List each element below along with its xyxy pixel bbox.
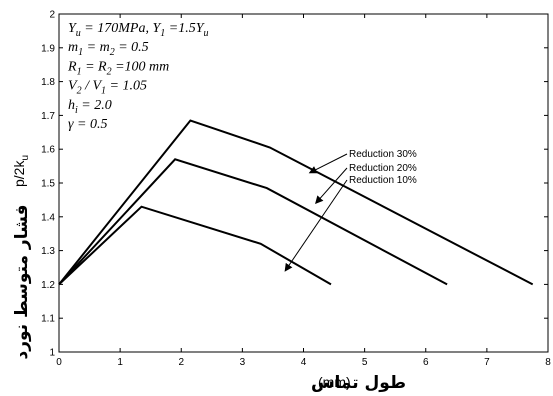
legend-arrow-1 bbox=[308, 153, 348, 174]
x-tick-label: 3 bbox=[240, 357, 246, 368]
y-tick-label: 1 bbox=[49, 348, 55, 359]
series-lines bbox=[58, 119, 534, 286]
parameter-line-5: hi = 2.0 bbox=[68, 98, 112, 116]
y-axis-ticks: 1 1.1 1.2 1.3 1.4 1.5 1.6 1.7 1.8 1.9 2 bbox=[41, 10, 548, 359]
x-axis-unit: (mm) bbox=[318, 374, 351, 390]
x-tick-label: 2 bbox=[178, 357, 184, 368]
x-axis-ticks: 0 1 2 3 4 5 6 7 8 bbox=[56, 14, 551, 368]
parameter-line-2: m1 = m2 = 0.5 bbox=[68, 40, 149, 58]
y-tick-label: 1.6 bbox=[41, 145, 55, 156]
legend: Reduction 30% Reduction 20%Reduction 10% bbox=[284, 149, 417, 272]
legend-label-1: Reduction 30% bbox=[349, 149, 417, 160]
legend-arrow-3 bbox=[284, 179, 348, 272]
y-tick-label: 1.4 bbox=[41, 212, 55, 223]
y-tick-label: 2 bbox=[49, 10, 55, 21]
series-line-2 bbox=[58, 158, 448, 286]
y-axis-label: فشار متوسط نورد bbox=[12, 204, 32, 359]
parameter-line-1: Yu = 170MPa, Y1 =1.5Yu bbox=[68, 21, 208, 39]
y-tick-label: 1.7 bbox=[41, 111, 55, 122]
x-tick-label: 8 bbox=[545, 357, 551, 368]
parameter-line-6: γ = 0.5 bbox=[68, 117, 107, 132]
x-tick-label: 4 bbox=[301, 357, 307, 368]
y-tick-label: 1.9 bbox=[41, 43, 55, 54]
x-tick-label: 0 bbox=[56, 357, 62, 368]
y-tick-label: 1.2 bbox=[41, 280, 55, 291]
legend-arrow-2 bbox=[315, 167, 348, 205]
x-tick-label: 7 bbox=[484, 357, 490, 368]
x-tick-label: 6 bbox=[423, 357, 429, 368]
x-tick-label: 1 bbox=[117, 357, 123, 368]
series-line-1 bbox=[58, 119, 534, 286]
y-tick-label: 1.5 bbox=[41, 179, 55, 190]
y-tick-label: 1.1 bbox=[41, 314, 55, 325]
legend-label-2: Reduction 20% bbox=[349, 163, 417, 174]
legend-label-3: Reduction 10% bbox=[349, 175, 417, 186]
y-axis-label-group: فشار متوسط نورد p/2ku bbox=[11, 155, 32, 360]
y-tick-label: 1.3 bbox=[41, 246, 55, 257]
y-tick-label: 1.8 bbox=[41, 77, 55, 88]
series-line-3 bbox=[58, 205, 332, 286]
y-axis-unit: p/2ku bbox=[11, 155, 31, 187]
parameter-line-4: V2 / V1 = 1.05 bbox=[68, 79, 147, 97]
x-tick-label: 5 bbox=[362, 357, 368, 368]
parameter-line-3: R1 = R2 =100 mm bbox=[67, 59, 169, 77]
x-axis-label: طول تماس bbox=[311, 373, 406, 393]
